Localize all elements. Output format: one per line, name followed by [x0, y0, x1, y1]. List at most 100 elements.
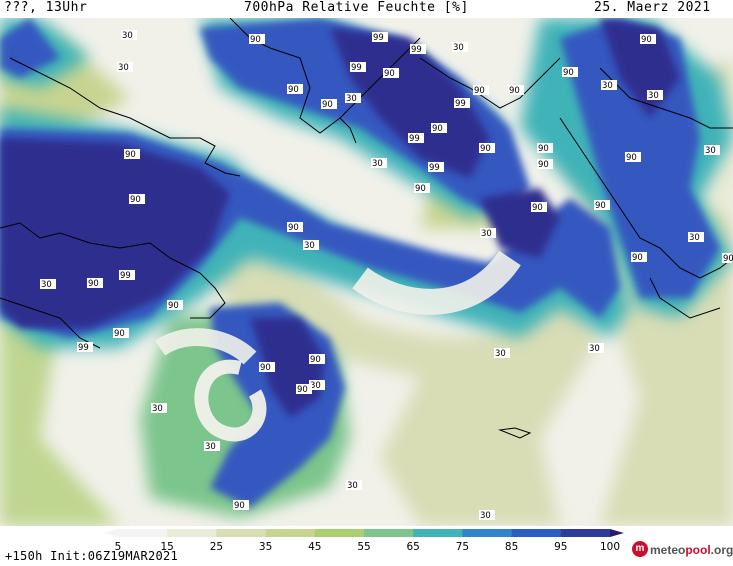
contour-label: 90 [431, 123, 447, 134]
svg-text:90: 90 [168, 301, 179, 311]
svg-text:30: 30 [310, 381, 321, 391]
contour-label: 90 [479, 143, 495, 154]
legend-swatch [462, 529, 513, 537]
svg-text:90: 90 [288, 85, 299, 95]
svg-text:30: 30 [41, 280, 52, 290]
svg-text:30: 30 [602, 81, 613, 91]
forecast-info-label: +150h Init:06Z19MAR2021 [5, 549, 179, 563]
contour-label: 90 [124, 149, 140, 160]
svg-text:90: 90 [322, 100, 333, 110]
svg-text:90: 90 [384, 69, 395, 79]
contour-label: 30 [452, 42, 468, 53]
contour-label: 90 [537, 143, 553, 154]
svg-text:30: 30 [480, 511, 491, 521]
svg-text:90: 90 [297, 385, 308, 395]
contour-label: 30 [309, 380, 325, 391]
contour-label: 90 [473, 85, 489, 96]
svg-text:90: 90 [234, 501, 245, 511]
legend-swatch [167, 529, 217, 537]
svg-text:90: 90 [632, 253, 643, 263]
contour-label: 30 [346, 480, 362, 491]
contour-label: 30 [121, 30, 137, 41]
contour-label: 30 [371, 158, 387, 169]
contour-label: 99 [410, 44, 426, 55]
header-bar: ???, 13Uhr 700hPa Relative Feuchte [%] 2… [0, 0, 733, 18]
contour-label: 90 [531, 202, 547, 213]
svg-text:99: 99 [409, 134, 420, 144]
svg-text:30: 30 [346, 94, 357, 104]
contour-label: 99 [119, 270, 135, 281]
contour-label: 90 [249, 34, 265, 45]
contour-label: 30 [588, 343, 604, 354]
svg-text:99: 99 [351, 63, 362, 73]
contour-label: 90 [414, 183, 430, 194]
svg-text:99: 99 [429, 163, 440, 173]
contour-label: 30 [480, 228, 496, 239]
svg-text:30: 30 [118, 63, 129, 73]
svg-text:90: 90 [310, 355, 321, 365]
svg-text:30: 30 [304, 241, 315, 251]
legend-swatch [413, 529, 463, 537]
color-legend: 5 15 25 35 45 55 65 75 85 95 100 [104, 529, 624, 553]
legend-swatch [118, 529, 168, 537]
contour-label: 90 [640, 34, 656, 45]
svg-text:30: 30 [122, 31, 133, 41]
brand-prefix: meteo [650, 543, 686, 557]
cyclone-dry-swirl [155, 250, 521, 442]
contour-label: 90 [508, 85, 524, 96]
contour-label: 30 [494, 348, 510, 359]
contour-label: 30 [479, 510, 495, 521]
brand-text: meteopool.org [650, 543, 733, 557]
svg-text:90: 90 [130, 195, 141, 205]
contour-label: 90 [233, 500, 249, 511]
contour-label: 30 [303, 240, 319, 251]
svg-text:30: 30 [589, 344, 600, 354]
contour-label: 30 [151, 403, 167, 414]
humidity-map: 30 30 30 30 30 30 30 30 30 30 30 30 30 3… [0, 18, 733, 526]
contour-label: 90 [722, 253, 733, 264]
legend-tick-label: 25 [210, 541, 223, 553]
svg-text:30: 30 [689, 233, 700, 243]
svg-text:30: 30 [372, 159, 383, 169]
svg-text:90: 90 [125, 150, 136, 160]
svg-text:90: 90 [432, 124, 443, 134]
contour-label: 30 [204, 441, 220, 452]
legend-upper-arrow [610, 529, 624, 537]
svg-text:30: 30 [648, 91, 659, 101]
svg-text:30: 30 [347, 481, 358, 491]
legend-tick-label: 75 [456, 541, 469, 553]
svg-text:90: 90 [415, 184, 426, 194]
svg-text:99: 99 [78, 343, 89, 353]
contour-label: 99 [454, 98, 470, 109]
contour-label: 30 [601, 80, 617, 91]
contour-label: 90 [287, 84, 303, 95]
legend-tick-label: 65 [407, 541, 420, 553]
contour-label: 90 [321, 99, 337, 110]
brand-name: pool [685, 543, 711, 557]
legend-swatch [265, 529, 316, 537]
svg-text:90: 90 [88, 279, 99, 289]
contour-label: 90 [631, 252, 647, 263]
svg-text:90: 90 [288, 223, 299, 233]
contour-label: 90 [287, 222, 303, 233]
contour-label: 90 [259, 362, 275, 373]
svg-text:90: 90 [114, 329, 125, 339]
contour-label: 30 [345, 93, 361, 104]
svg-text:99: 99 [411, 45, 422, 55]
contour-label: 30 [117, 62, 133, 73]
svg-text:90: 90 [250, 35, 261, 45]
coastline-outlines [0, 18, 733, 439]
svg-text:90: 90 [509, 86, 520, 96]
contour-label: 99 [428, 162, 444, 173]
contour-label: 90 [309, 354, 325, 365]
svg-text:90: 90 [480, 144, 491, 154]
contour-label: 30 [647, 90, 663, 101]
contour-label: 90 [562, 67, 578, 78]
legend-tick-label: 35 [259, 541, 272, 553]
contour-label: 99 [408, 133, 424, 144]
legend-tick-label: 55 [357, 541, 370, 553]
svg-text:90: 90 [595, 201, 606, 211]
meteopool-logo[interactable]: m meteopool.org [632, 541, 733, 561]
contour-label: 90 [625, 152, 641, 163]
legend-swatch [560, 529, 611, 537]
